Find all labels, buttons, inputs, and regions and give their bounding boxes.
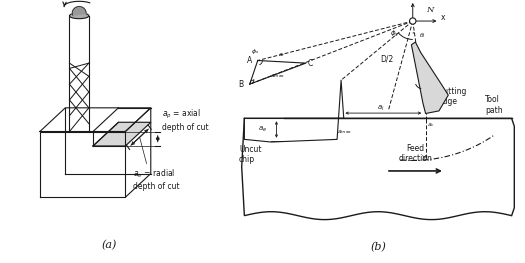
Text: $a_r$: $a_r$ [278,51,286,59]
Text: N: N [426,6,434,14]
Text: $\alpha$: $\alpha$ [421,82,427,90]
Text: (b): (b) [370,242,386,252]
Text: $\theta_i$: $\theta_i$ [419,31,426,40]
Text: Tool
path: Tool path [485,95,502,115]
Text: $a_{max}$: $a_{max}$ [270,73,286,80]
Polygon shape [242,118,514,220]
Text: $a_{max}$: $a_{max}$ [337,128,352,136]
Text: Feed
direction: Feed direction [398,144,433,163]
Text: D/2: D/2 [381,54,394,64]
Text: (a): (a) [101,240,117,250]
Text: x: x [440,13,445,22]
Text: $a_e$: $a_e$ [258,125,267,134]
Text: y: y [422,154,425,160]
Polygon shape [93,122,151,146]
Text: $a_e$ = radial
depth of cut: $a_e$ = radial depth of cut [133,168,180,191]
Text: $a_p$ = axial
depth of cut: $a_p$ = axial depth of cut [162,108,209,133]
Polygon shape [72,7,86,15]
Text: Cutting
edge: Cutting edge [439,87,467,106]
Text: A: A [247,56,252,65]
Text: $\phi_s$: $\phi_s$ [390,28,399,39]
Polygon shape [412,42,448,114]
Text: C: C [308,59,313,68]
Text: $a_c$: $a_c$ [427,121,435,129]
Ellipse shape [69,13,89,19]
Text: Uncut
chip: Uncut chip [239,145,261,164]
Text: $a_i$: $a_i$ [377,104,384,113]
Circle shape [410,18,416,24]
Text: B: B [239,80,244,89]
Text: $\phi_s$: $\phi_s$ [251,47,259,55]
